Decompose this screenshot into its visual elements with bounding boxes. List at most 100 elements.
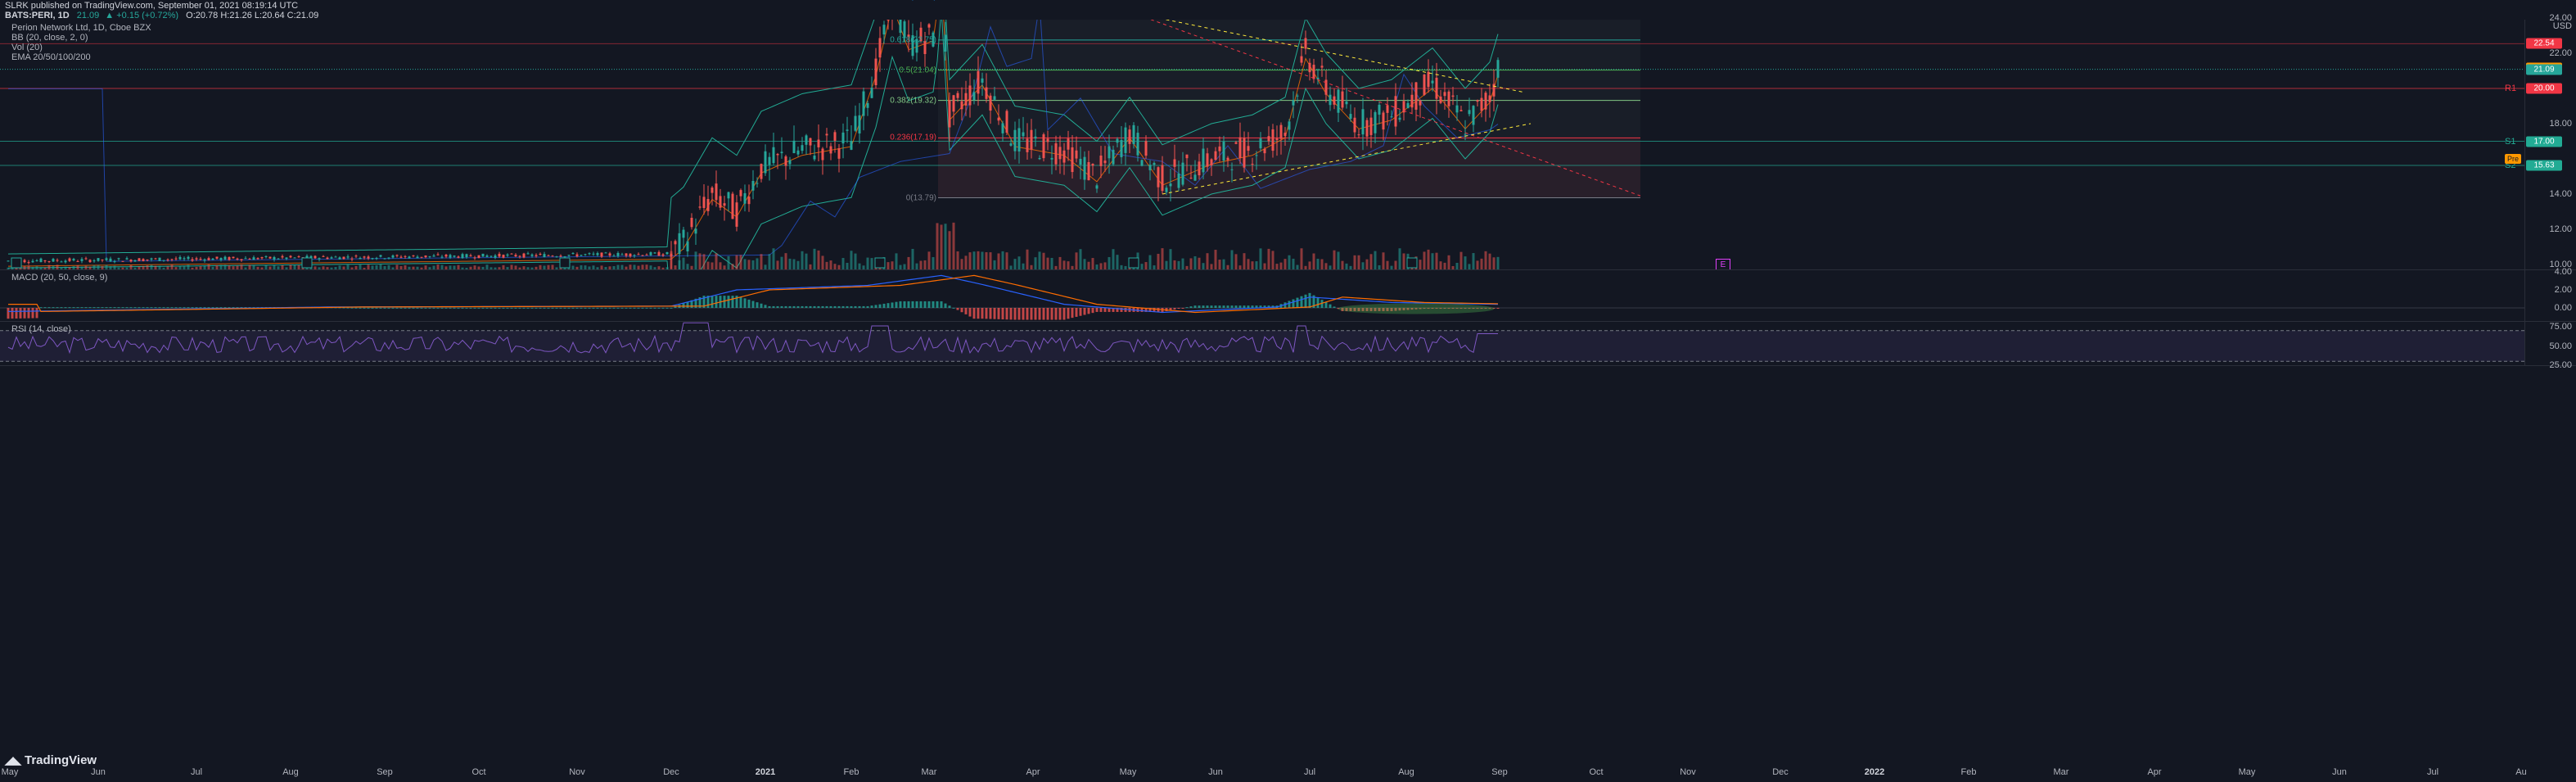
candle-body [584, 254, 587, 255]
candle-body [981, 78, 984, 83]
macd-histogram-bar [23, 308, 26, 319]
macd-histogram-bar [1042, 308, 1045, 320]
rsi-pane[interactable] [0, 322, 2524, 365]
candle-body [1083, 156, 1086, 180]
time-axis-label: Sep [1491, 767, 1508, 777]
volume-bar [919, 260, 923, 269]
macd-histogram-bar [19, 308, 22, 319]
candle-body [440, 256, 444, 258]
volume-bar [481, 266, 485, 269]
candle-body [461, 254, 464, 259]
macd-histogram-bar [174, 307, 178, 309]
candle-body [1132, 124, 1135, 144]
volume-bar [293, 264, 296, 269]
candle-body [944, 34, 947, 52]
event-marker [11, 257, 22, 269]
volume-bar [788, 258, 792, 269]
macd-histogram-bar [747, 299, 751, 308]
candle-body [449, 255, 452, 258]
macd-histogram-bar [1202, 305, 1205, 308]
candle-body [1464, 133, 1467, 135]
macd-axis[interactable]: 4.00 2.00 0.00 [2524, 267, 2576, 321]
volume-bar [68, 267, 71, 269]
volume-bar [837, 264, 841, 269]
macd-histogram-bar [846, 305, 849, 308]
macd-histogram-bar [948, 305, 951, 308]
macd-histogram-bar [571, 307, 575, 309]
candle-body [588, 253, 591, 255]
candle-body [559, 255, 562, 257]
price-pane[interactable] [0, 20, 2524, 269]
volume-bar [432, 265, 435, 269]
volume-bar [1054, 265, 1058, 269]
volume-bar [944, 224, 947, 269]
volume-bar [629, 264, 632, 269]
candle-body [817, 139, 820, 147]
volume-bar [346, 264, 350, 269]
volume-bar [506, 267, 509, 269]
macd-histogram-bar [641, 307, 644, 309]
volume-bar [281, 264, 284, 269]
candle-body [1079, 158, 1082, 165]
rsi-legend[interactable]: RSI (14, close) [11, 324, 71, 334]
macd-histogram-bar [52, 307, 55, 309]
volume-bar [1247, 259, 1250, 269]
macd-histogram-bar [670, 307, 673, 309]
macd-histogram-bar [494, 307, 497, 309]
macd-histogram-bar [629, 307, 632, 309]
candle-body [244, 258, 247, 260]
volume-bar [981, 251, 984, 269]
tradingview-logo-icon: ◢◣ [5, 754, 21, 766]
volume-bar [297, 264, 300, 269]
candle-body [219, 258, 223, 260]
time-axis-label: Apr [2147, 767, 2162, 777]
volume-bar [1038, 251, 1041, 269]
macd-histogram-bar [1181, 308, 1184, 309]
volume-bar [121, 267, 124, 269]
time-axis-label: Apr [1026, 767, 1040, 777]
volume-bar [772, 248, 775, 269]
time-axis-label: Aug [282, 767, 299, 777]
rsi-tick: 75.00 [2549, 322, 2572, 332]
candle-body [825, 133, 828, 136]
volume-bar [240, 264, 243, 269]
candle-body [792, 140, 796, 154]
macd-histogram-bar [146, 307, 149, 309]
volume-bar [1447, 255, 1450, 269]
volume-bar [964, 255, 968, 269]
macd-histogram-bar [792, 305, 796, 308]
pane-separator[interactable] [0, 321, 2576, 322]
volume-legend[interactable]: Vol (20) [11, 43, 43, 52]
candle-body [1050, 157, 1053, 160]
macd-histogram-bar [1480, 308, 1483, 310]
ema-legend[interactable]: EMA 20/50/100/200 [11, 52, 91, 62]
volume-bar [19, 267, 22, 269]
candle-body [960, 101, 963, 110]
volume-bar [97, 264, 100, 269]
candle-body [907, 34, 910, 37]
macd-histogram-bar [870, 305, 873, 308]
candle-body [162, 260, 165, 261]
candle-body [788, 160, 792, 165]
bb-legend[interactable]: BB (20, close, 2, 0) [11, 33, 88, 43]
volume-bar [80, 266, 83, 269]
bb-upper [7, 20, 1499, 255]
candle-body [1148, 165, 1152, 170]
pane-separator[interactable] [0, 269, 2576, 270]
candle-body [330, 257, 333, 259]
macd-histogram-bar [1075, 308, 1078, 317]
macd-pane[interactable] [0, 270, 2524, 321]
candle-body [1238, 137, 1242, 158]
macd-legend[interactable]: MACD (20, 50, close, 9) [11, 273, 108, 283]
macd-histogram-bar [1402, 308, 1405, 310]
rsi-axis[interactable]: 75.00 50.00 25.00 [2524, 322, 2576, 370]
macd-histogram-bar [1169, 308, 1172, 311]
macd-histogram-bar [592, 307, 595, 309]
candle-body [1435, 77, 1438, 99]
macd-histogram-bar [195, 307, 198, 309]
event-marker [1128, 257, 1139, 269]
macd-histogram-bar [359, 307, 362, 309]
volume-bar [428, 267, 431, 269]
candle-body [1218, 146, 1221, 151]
candle-body [739, 190, 742, 197]
